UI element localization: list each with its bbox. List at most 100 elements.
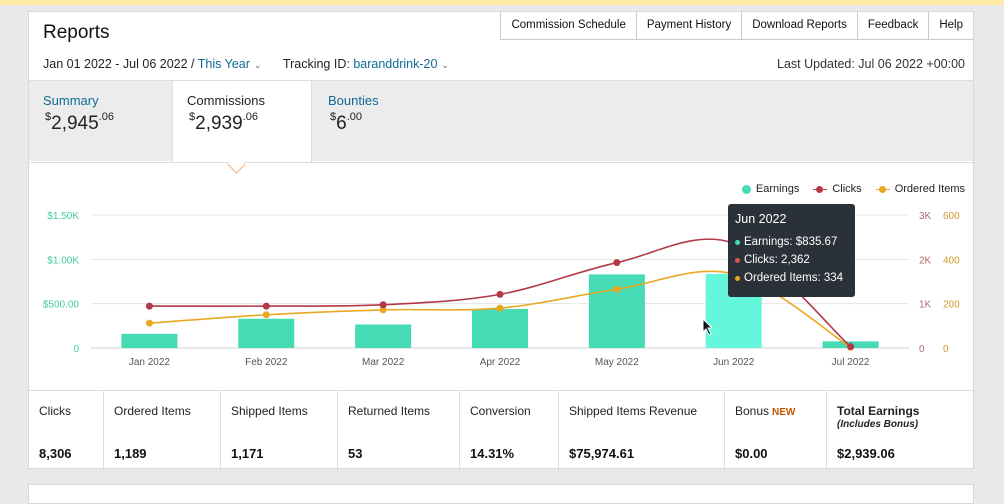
- page-title: Reports: [43, 22, 110, 43]
- feedback-button[interactable]: Feedback: [856, 12, 929, 40]
- legend-clicks[interactable]: Clicks: [813, 183, 862, 195]
- x-tick-label: Mar 2022: [362, 357, 405, 368]
- help-button[interactable]: Help: [928, 12, 973, 40]
- clicks-point: [613, 259, 621, 267]
- tooltip-row-earnings: Earnings: $835.67: [735, 236, 837, 248]
- clicks-line-icon: [813, 185, 828, 194]
- earnings-chart: Earnings Clicks Ordered Items 0 $500.00 $1…: [29, 162, 973, 391]
- x-tick-label: Apr 2022: [480, 357, 521, 368]
- legend-label: Ordered Items: [894, 183, 965, 195]
- stat-ordered-items: Ordered Items 1,189: [104, 391, 221, 470]
- y-left-tick-label: $1.50K: [47, 211, 79, 222]
- mouse-cursor-icon: [702, 318, 714, 336]
- next-section-card: [28, 484, 974, 504]
- stat-label: Returned Items: [348, 404, 431, 418]
- notice-bar: [0, 0, 1004, 5]
- stat-value: 1,171: [231, 446, 264, 461]
- tab-label: Commissions: [187, 93, 266, 108]
- stat-shipped-revenue: Shipped Items Revenue $75,974.61: [559, 391, 725, 470]
- earnings-dot-icon: [735, 239, 740, 245]
- tooltip-ordered: Ordered Items: 334: [744, 272, 844, 284]
- tab-commissions[interactable]: Commissions $2,939.06: [172, 81, 312, 163]
- ordered-items-point: [379, 306, 387, 314]
- chart-legend: Earnings Clicks Ordered Items: [728, 183, 965, 195]
- earnings-bar: [238, 318, 295, 348]
- tracking-id-value: baranddrink-20: [353, 57, 438, 71]
- clicks-dot-icon: [735, 257, 740, 263]
- stat-conversion: Conversion 14.31%: [460, 391, 559, 470]
- tooltip-clicks: Clicks: 2,362: [744, 254, 810, 266]
- currency-symbol: $: [45, 111, 52, 123]
- legend-ordered-items[interactable]: Ordered Items: [875, 183, 965, 195]
- ordered-items-point: [262, 311, 270, 319]
- ordered-dot-icon: [735, 275, 740, 281]
- currency-symbol: $: [189, 111, 196, 123]
- x-tick-label: Jul 2022: [832, 357, 870, 368]
- stat-label: Shipped Items: [231, 404, 308, 418]
- ordered-items-point: [613, 285, 621, 293]
- legend-earnings[interactable]: Earnings: [741, 183, 800, 195]
- y-right-clicks-tick-label: 2K: [919, 255, 932, 266]
- clicks-point: [262, 302, 270, 310]
- clicks-point: [496, 290, 504, 298]
- y-left-tick-label: $500.00: [43, 300, 80, 311]
- chart-tooltip: Jun 2022 Earnings: $835.67 Clicks: 2,362…: [728, 204, 855, 297]
- stat-value: $2,939.06: [837, 446, 895, 461]
- tab-label: Summary: [43, 93, 99, 108]
- y-left-tick-label: $1.00K: [47, 255, 79, 266]
- ordered-items-point: [496, 304, 504, 312]
- tooltip-earnings: Earnings: $835.67: [744, 236, 838, 248]
- earnings-dot-icon: [741, 184, 751, 194]
- stat-returned-items: Returned Items 53: [338, 391, 460, 470]
- reports-card: Reports Commission Schedule Payment Hist…: [28, 11, 974, 470]
- clicks-point: [379, 301, 387, 309]
- payment-history-button[interactable]: Payment History: [635, 12, 742, 40]
- stat-label: Clicks: [39, 404, 71, 418]
- tab-amount: $2,945.06: [45, 111, 114, 135]
- earnings-bar: [121, 333, 178, 348]
- stat-value: 1,189: [114, 446, 147, 461]
- tab-amount: $6.00: [330, 111, 362, 135]
- period-label: This Year: [197, 57, 250, 71]
- chevron-down-icon: ⌄: [441, 60, 449, 70]
- y-right-ordered-tick-label: 200: [943, 300, 960, 311]
- y-left-tick-label: 0: [73, 344, 79, 355]
- chart-plot: 0 $500.00 $1.00K $1.50K 0 1K 2K 3K 0 200 400 600 Jan…: [43, 211, 960, 368]
- tracking-id-dropdown[interactable]: baranddrink-20 ⌄: [353, 57, 449, 71]
- tab-summary[interactable]: Summary $2,945.06: [29, 81, 169, 161]
- y-right-clicks-tick-label: 1K: [919, 300, 932, 311]
- date-range-label: Jan 01 2022 - Jul 06 2022 /: [43, 57, 195, 71]
- legend-label: Earnings: [755, 183, 800, 195]
- tooltip-row-clicks: Clicks: 2,362: [735, 254, 810, 266]
- y-right-clicks-tick-label: 3K: [919, 211, 932, 222]
- stat-value: 53: [348, 446, 363, 461]
- tab-label: Bounties: [328, 93, 379, 108]
- period-dropdown[interactable]: This Year ⌄: [198, 57, 262, 71]
- amount-cents: .06: [98, 111, 114, 123]
- stat-label: Total Earnings: [837, 404, 920, 418]
- stat-label: Ordered Items: [114, 404, 191, 418]
- stat-bonus: Bonus NEW $0.00: [725, 391, 827, 470]
- tracking-id-label: Tracking ID:: [282, 57, 350, 71]
- earnings-tabs: Summary $2,945.06 Commissions $2,939.06 …: [29, 80, 973, 163]
- tab-bounties[interactable]: Bounties $6.00: [314, 81, 454, 161]
- amount-whole: 2,939: [195, 113, 243, 134]
- download-reports-button[interactable]: Download Reports: [741, 12, 857, 40]
- y-right-ordered-tick-label: 400: [943, 255, 960, 266]
- ordered-items-line-icon: [875, 185, 890, 194]
- x-tick-label: May 2022: [595, 357, 639, 368]
- chevron-down-icon: ⌄: [253, 60, 262, 70]
- last-updated: Last Updated: Jul 06 2022 +00:00: [777, 57, 965, 71]
- commission-schedule-button[interactable]: Commission Schedule: [500, 12, 636, 40]
- amount-whole: 6: [336, 113, 347, 134]
- report-filters: Jan 01 2022 - Jul 06 2022 / This Year ⌄ T…: [43, 57, 449, 71]
- stat-value: 14.31%: [470, 446, 515, 461]
- stat-shipped-items: Shipped Items 1,171: [221, 391, 338, 470]
- tooltip-row-ordered: Ordered Items: 334: [735, 272, 843, 284]
- clicks-point: [847, 343, 855, 351]
- x-tick-label: Jan 2022: [129, 357, 171, 368]
- x-tick-label: Feb 2022: [245, 357, 288, 368]
- report-actions: Commission Schedule Payment History Down…: [500, 12, 973, 40]
- amount-cents: .00: [346, 111, 362, 123]
- amount-whole: 2,945: [51, 113, 99, 134]
